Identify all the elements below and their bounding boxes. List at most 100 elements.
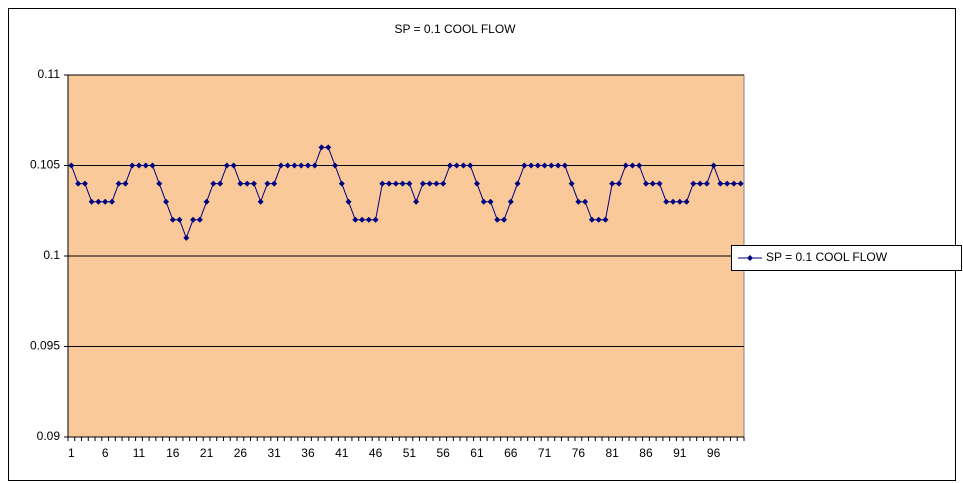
- marker: [298, 162, 305, 169]
- x-tick-label: 51: [403, 446, 417, 460]
- marker: [102, 198, 109, 205]
- marker: [582, 198, 589, 205]
- marker: [419, 180, 426, 187]
- marker: [413, 198, 420, 205]
- marker: [372, 216, 379, 223]
- marker: [392, 180, 399, 187]
- marker: [230, 162, 237, 169]
- marker: [304, 162, 311, 169]
- x-tick-label: 91: [673, 446, 687, 460]
- marker: [325, 144, 332, 151]
- marker: [291, 162, 298, 169]
- x-tick-label: 1: [68, 446, 75, 460]
- marker: [75, 180, 82, 187]
- marker: [501, 216, 508, 223]
- marker: [156, 180, 163, 187]
- marker: [406, 180, 413, 187]
- marker: [244, 180, 251, 187]
- marker: [703, 180, 710, 187]
- marker: [588, 216, 595, 223]
- marker: [135, 162, 142, 169]
- marker: [426, 180, 433, 187]
- marker: [115, 180, 122, 187]
- marker: [210, 180, 217, 187]
- x-tick-label: 96: [707, 446, 721, 460]
- x-tick-label: 41: [335, 446, 349, 460]
- marker: [528, 162, 535, 169]
- y-tick-label: 0.105: [30, 158, 60, 172]
- marker: [277, 162, 284, 169]
- x-tick-label: 76: [572, 446, 586, 460]
- marker: [636, 162, 643, 169]
- x-tick-label: 46: [369, 446, 383, 460]
- marker: [352, 216, 359, 223]
- series-line: [70, 146, 741, 240]
- marker: [467, 162, 474, 169]
- marker: [656, 180, 663, 187]
- marker: [379, 180, 386, 187]
- marker: [690, 180, 697, 187]
- marker: [683, 198, 690, 205]
- marker: [663, 198, 670, 205]
- marker: [264, 180, 271, 187]
- marker: [365, 216, 372, 223]
- marker: [548, 162, 555, 169]
- marker: [710, 162, 717, 169]
- marker: [561, 162, 568, 169]
- marker: [196, 216, 203, 223]
- marker: [142, 162, 149, 169]
- x-tick-label: 56: [437, 446, 451, 460]
- y-tick-label: 0.1: [43, 248, 60, 262]
- marker: [257, 198, 264, 205]
- marker: [514, 180, 521, 187]
- marker: [595, 216, 602, 223]
- marker: [670, 198, 677, 205]
- marker: [163, 198, 170, 205]
- marker: [737, 180, 744, 187]
- x-tick-label: 71: [538, 446, 552, 460]
- marker: [730, 180, 737, 187]
- x-tick-label: 26: [234, 446, 248, 460]
- marker: [129, 162, 136, 169]
- marker: [575, 198, 582, 205]
- marker: [697, 180, 704, 187]
- marker: [609, 180, 616, 187]
- marker: [81, 180, 88, 187]
- marker: [332, 162, 339, 169]
- marker: [108, 198, 115, 205]
- marker: [149, 162, 156, 169]
- chart-title: SP = 0.1 COOL FLOW: [394, 22, 516, 36]
- marker: [494, 216, 501, 223]
- marker: [676, 198, 683, 205]
- marker: [446, 162, 453, 169]
- marker: [473, 180, 480, 187]
- x-tick-label: 61: [470, 446, 484, 460]
- marker: [717, 180, 724, 187]
- marker: [602, 216, 609, 223]
- marker: [615, 180, 622, 187]
- x-tick-label: 31: [268, 446, 282, 460]
- marker: [507, 198, 514, 205]
- marker: [386, 180, 393, 187]
- marker: [555, 162, 562, 169]
- x-tick-label: 6: [102, 446, 109, 460]
- marker: [480, 198, 487, 205]
- marker: [338, 180, 345, 187]
- legend-box: [731, 245, 962, 271]
- marker: [203, 198, 210, 205]
- x-tick-label: 16: [166, 446, 180, 460]
- legend-label: SP = 0.1 COOL FLOW: [766, 250, 888, 264]
- marker: [271, 180, 278, 187]
- marker: [399, 180, 406, 187]
- x-tick-label: 66: [504, 446, 518, 460]
- marker: [169, 216, 176, 223]
- x-tick-label: 36: [301, 446, 315, 460]
- marker: [724, 180, 731, 187]
- marker: [345, 198, 352, 205]
- marker: [642, 180, 649, 187]
- marker: [453, 162, 460, 169]
- marker: [460, 162, 467, 169]
- y-tick-label: 0.11: [38, 67, 61, 81]
- marker: [568, 180, 575, 187]
- legend-marker: [747, 255, 753, 261]
